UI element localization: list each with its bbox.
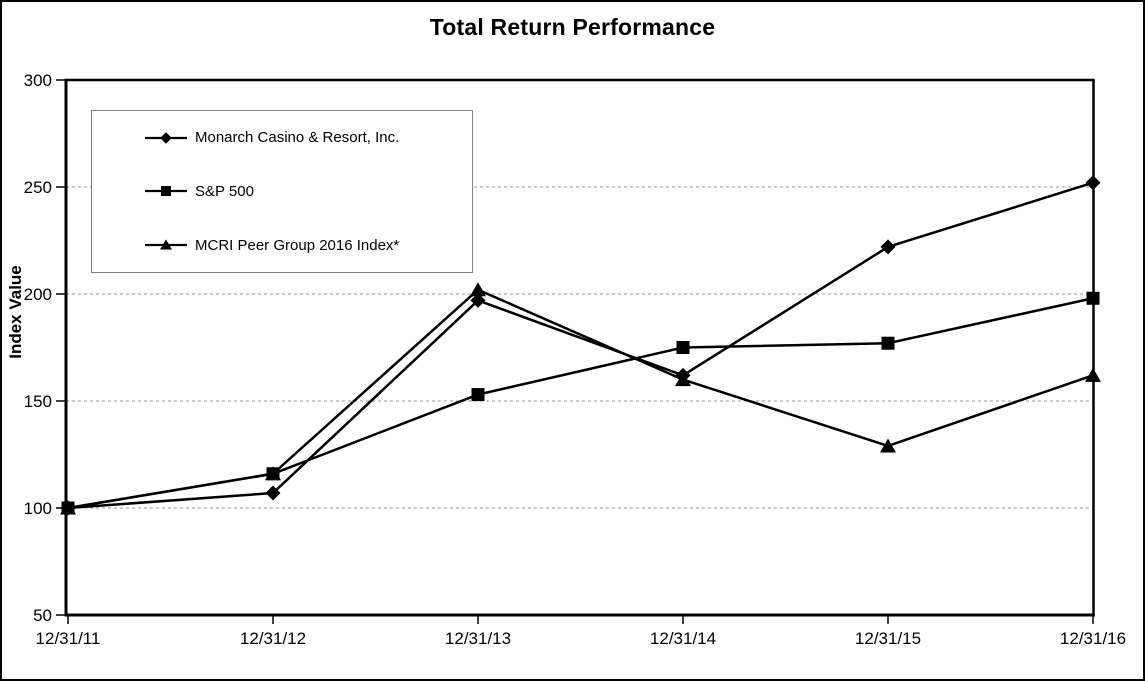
diamond-marker-icon — [145, 132, 187, 144]
data-point-diamond — [470, 292, 486, 308]
series-line-diamond — [67, 181, 1094, 510]
y-tick-label: 50 — [33, 606, 52, 625]
data-point-square — [881, 336, 895, 350]
legend-item-monarch: Monarch Casino & Resort, Inc. — [144, 129, 472, 146]
data-point-square — [1086, 291, 1100, 305]
data-point-diamond — [880, 239, 896, 255]
y-tick-label: 200 — [24, 285, 52, 304]
x-tick-label: 12/31/15 — [855, 629, 921, 648]
y-tick-label: 250 — [24, 178, 52, 197]
data-point-diamond — [265, 485, 281, 501]
data-point-triangle — [1085, 367, 1101, 382]
series-line-square — [67, 297, 1094, 510]
data-point-triangle — [675, 372, 691, 387]
legend-label: MCRI Peer Group 2016 Index* — [195, 236, 400, 254]
data-point-triangle — [880, 438, 896, 453]
x-tick-label: 12/31/11 — [36, 629, 101, 648]
y-tick-label: 100 — [24, 499, 52, 518]
data-point-square — [61, 501, 75, 515]
square-marker-icon — [145, 186, 187, 197]
data-point-diamond — [1085, 175, 1101, 191]
data-point-square — [266, 467, 280, 481]
x-tick-label: 12/31/12 — [240, 629, 306, 648]
y-tick-label: 150 — [24, 392, 52, 411]
triangle-marker-icon — [145, 239, 187, 250]
data-point-square — [676, 341, 690, 354]
x-tick-label: 12/31/14 — [650, 629, 716, 648]
legend-label: S&P 500 — [195, 182, 254, 200]
y-tick-label: 300 — [24, 71, 52, 90]
x-tick-label: 12/31/16 — [1060, 629, 1126, 648]
data-point-triangle — [470, 282, 486, 297]
series-line-triangle — [67, 288, 1094, 510]
legend-item-peer-group: MCRI Peer Group 2016 Index* — [144, 237, 472, 254]
legend-label: Monarch Casino & Resort, Inc. — [195, 129, 400, 147]
legend-item-sp500: S&P 500 — [144, 183, 472, 200]
x-tick-label: 12/31/13 — [445, 629, 511, 648]
data-point-square — [471, 388, 485, 402]
chart-title: Total Return Performance — [429, 14, 716, 40]
legend: Monarch Casino & Resort, Inc. S&P 500 MC… — [91, 110, 473, 273]
